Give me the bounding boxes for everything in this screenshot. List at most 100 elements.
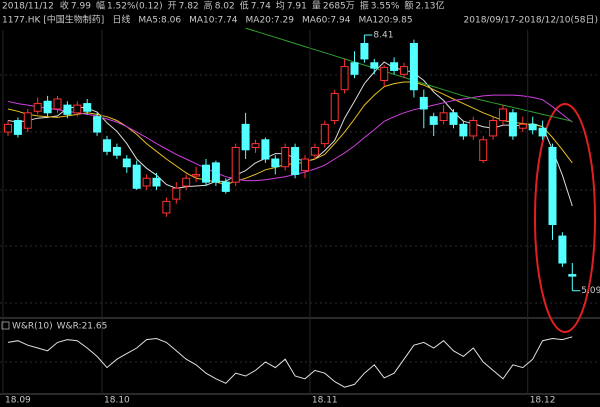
candle-body bbox=[93, 116, 102, 133]
candle-body bbox=[211, 162, 220, 183]
annotation-label: 8.41 bbox=[373, 31, 393, 41]
stat-value: 8.02 bbox=[215, 2, 235, 12]
indicator-legend: W&R:21.65 bbox=[57, 322, 108, 332]
stat-label: 振 bbox=[360, 0, 369, 12]
x-tick-label: 18.09 bbox=[5, 396, 31, 406]
stat-label: 高 bbox=[204, 0, 213, 12]
candle-body bbox=[241, 123, 250, 151]
candle-body bbox=[439, 112, 448, 122]
candle-body bbox=[409, 42, 418, 91]
candle-body bbox=[538, 127, 547, 137]
candle-body bbox=[310, 146, 319, 156]
candle-body bbox=[192, 173, 201, 177]
candle-body bbox=[291, 146, 300, 175]
header-date: 2018/11/12 bbox=[2, 2, 54, 12]
candle-body bbox=[281, 146, 290, 168]
candle-body bbox=[469, 120, 478, 137]
stat-value: 7.91 bbox=[287, 2, 307, 12]
candle-body bbox=[33, 103, 42, 112]
candle-body bbox=[142, 177, 151, 187]
candle-body bbox=[350, 62, 359, 75]
candle-body bbox=[43, 100, 52, 114]
stat-label: 均 bbox=[276, 0, 285, 12]
candle-body bbox=[360, 42, 369, 60]
candle-body bbox=[301, 158, 309, 172]
candle-body bbox=[528, 123, 537, 131]
ma-line bbox=[245, 27, 573, 122]
candle-body bbox=[4, 123, 12, 133]
stat-value: 2.13亿 bbox=[415, 0, 444, 12]
candle-body bbox=[370, 62, 379, 69]
stat-value: 7.82 bbox=[179, 2, 199, 12]
candle-body bbox=[558, 235, 567, 264]
stat-label: 幅 bbox=[96, 0, 105, 12]
candle-body bbox=[449, 112, 458, 125]
candle-body bbox=[340, 66, 349, 91]
candle-body bbox=[251, 143, 260, 148]
stat-value: 2685万 bbox=[323, 2, 355, 12]
x-tick-label: 18.10 bbox=[104, 396, 130, 406]
legend-entry: MA20:7.29 bbox=[246, 16, 295, 26]
candle-body bbox=[479, 139, 488, 162]
candle-body bbox=[489, 120, 498, 137]
annotation-label: 5.09 bbox=[581, 286, 600, 296]
candle-body bbox=[162, 200, 171, 214]
stat-value: 7.74 bbox=[251, 2, 271, 12]
candle-body bbox=[419, 96, 428, 110]
candle-body bbox=[568, 274, 577, 277]
stat-label: 开 bbox=[168, 1, 177, 12]
candle-body bbox=[499, 108, 507, 122]
candle-body bbox=[53, 98, 62, 110]
candle-body bbox=[231, 146, 240, 183]
stat-value: 1.52%(0.12) bbox=[107, 2, 163, 12]
candle-body bbox=[103, 139, 111, 152]
indicator-box bbox=[1, 321, 10, 330]
candle-body bbox=[221, 181, 230, 192]
candle-body bbox=[429, 116, 438, 125]
candle-body bbox=[122, 158, 131, 168]
candle-body bbox=[23, 112, 32, 129]
legend-entry: MA5:8.06 bbox=[138, 16, 181, 26]
stat-label: 量 bbox=[312, 1, 321, 12]
stat-label: 低 bbox=[240, 0, 249, 12]
stat-value: 7.99 bbox=[71, 2, 91, 12]
candle-body bbox=[518, 123, 527, 129]
candle-body bbox=[320, 123, 329, 145]
indicator-line bbox=[7, 336, 573, 388]
stat-label: 收 bbox=[60, 0, 69, 12]
candle-body bbox=[459, 123, 468, 137]
candle-body bbox=[330, 93, 339, 122]
period: 日线 bbox=[112, 14, 130, 26]
candle-body bbox=[152, 177, 161, 187]
highlight-ellipse bbox=[534, 103, 596, 333]
legend-entry: MA10:7.74 bbox=[189, 16, 238, 26]
candle-body bbox=[112, 146, 121, 156]
candle-body bbox=[390, 62, 399, 71]
candle-body bbox=[548, 146, 557, 226]
candle-body bbox=[380, 66, 389, 81]
x-tick-label: 18.11 bbox=[312, 396, 338, 406]
indicator-title: W&R(10) bbox=[12, 322, 53, 332]
stat-value: 3.55% bbox=[371, 2, 400, 12]
candle-body bbox=[202, 164, 210, 183]
legend-entry: MA60:7.94 bbox=[302, 16, 351, 26]
stat-label: 额 bbox=[404, 0, 413, 12]
date-range: 2018/09/17-2018/12/10(58日) bbox=[464, 15, 598, 26]
candle-body bbox=[400, 66, 408, 75]
symbol: 1177.HK [中国生物制药] bbox=[2, 14, 104, 26]
legend-entry: MA120:9.85 bbox=[358, 16, 412, 26]
candle-body bbox=[73, 104, 82, 114]
candle-body bbox=[261, 139, 270, 160]
candle-body bbox=[63, 104, 72, 115]
candle-body bbox=[83, 103, 92, 112]
x-tick-label: 18.12 bbox=[530, 396, 556, 406]
candle-body bbox=[508, 112, 517, 137]
candle-body bbox=[13, 120, 22, 135]
candle-body bbox=[172, 187, 181, 200]
candle-body bbox=[132, 164, 141, 189]
candle-body bbox=[271, 158, 280, 168]
candle-body bbox=[182, 177, 191, 187]
